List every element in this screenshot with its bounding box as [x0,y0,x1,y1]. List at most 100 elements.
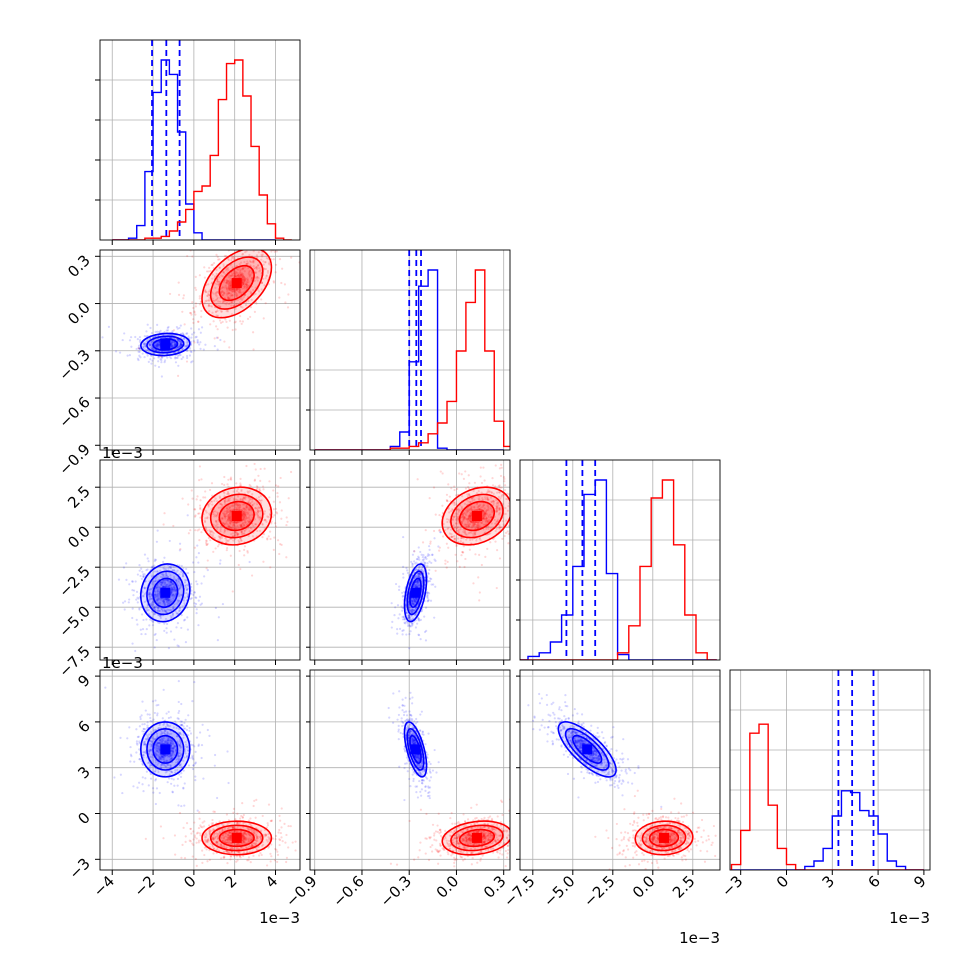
scatter-point [418,572,421,575]
scatter-point [180,626,183,630]
scatter-point [468,548,471,551]
scatter-point [438,528,441,531]
scatter-point [239,272,242,275]
scatter-point [144,777,147,780]
scatter-point [215,796,219,800]
scatter-point [236,520,239,523]
scatter-point [162,600,165,603]
scatter-point [459,537,463,540]
scatter-point [197,320,200,323]
scatter-point [150,566,153,569]
scatter-point [128,726,131,729]
scatter-point [224,226,226,228]
scatter-point [242,497,245,500]
scatter-point [243,548,246,551]
scatter-point [141,591,144,594]
scatter-point [171,614,174,617]
scatter-point [203,520,207,524]
scatter-point [478,521,481,524]
scatter-point [225,281,228,284]
scatter-point [232,270,236,273]
scatter-point [169,608,172,612]
scatter-point [128,354,131,357]
scatter-point [225,511,229,515]
scatter-point [164,573,168,576]
scatter-point [287,293,290,296]
scatter-point [467,487,471,490]
scatter-point [413,600,416,603]
scatter-point [244,521,247,524]
scatter-point [247,491,250,494]
scatter-point [241,287,244,290]
scatter-point [163,567,166,571]
scatter-point [190,582,193,585]
scatter-point [182,787,185,790]
scatter-point [229,518,232,521]
scatter-point [123,332,126,335]
scatter-point [173,586,176,589]
scatter-point [474,520,477,524]
scatter-point [454,522,457,525]
scatter-point [480,521,483,525]
scatter-point [177,281,180,284]
scatter-point [462,541,465,544]
scatter-point [265,275,268,278]
scatter-point [172,575,176,579]
scatter-point [153,558,157,561]
scatter-point [141,613,144,616]
scatter-point [247,520,251,524]
scatter-point [162,688,165,691]
scatter-point [194,779,197,782]
scatter-point [465,511,468,514]
panel-content [104,680,297,867]
scatter-point [416,581,419,584]
scatter-point [205,299,208,302]
scatter-point [151,582,154,585]
scatter-point [229,477,232,481]
scatter-point [166,326,169,330]
scatter-point [228,525,232,528]
scatter-point [427,572,430,575]
scatter-point [249,273,252,276]
scatter-point [463,531,466,534]
scatter-point [214,520,217,523]
scatter-point [216,523,219,526]
scatter-point [178,340,181,343]
scatter-point [169,574,172,577]
scatter-point [467,517,470,520]
scatter-point [157,344,160,347]
scatter-point [226,293,229,296]
scatter-point [273,514,276,517]
scatter-point [236,532,239,535]
scatter-point [422,570,426,573]
scatter-point [173,343,176,346]
scatter-point [177,339,180,342]
scatter-point [150,587,153,591]
scatter-point [218,266,222,269]
scatter-point [193,680,196,684]
scatter-point [228,297,231,300]
scatter-point [156,588,159,592]
scatter-point [248,530,251,533]
scatter-point [137,344,141,347]
scatter-point [151,565,154,568]
scatter-point [233,274,236,277]
scatter-point [462,530,465,533]
scatter-point [524,514,526,516]
scatter-point [448,532,452,535]
scatter-point [226,540,229,543]
scatter-point [237,503,240,506]
scatter-point [506,530,509,533]
scatter-point [260,281,264,285]
scatter-point [179,342,182,345]
scatter-point [427,572,430,575]
scatter-point [485,517,488,520]
scatter-point [417,583,420,586]
scatter-point [238,297,241,301]
scatter-point [243,285,246,288]
scatter-point [147,593,151,597]
scatter-point [256,279,259,282]
scatter-point [154,348,157,352]
scatter-point [155,349,158,352]
scatter-point [185,344,188,347]
